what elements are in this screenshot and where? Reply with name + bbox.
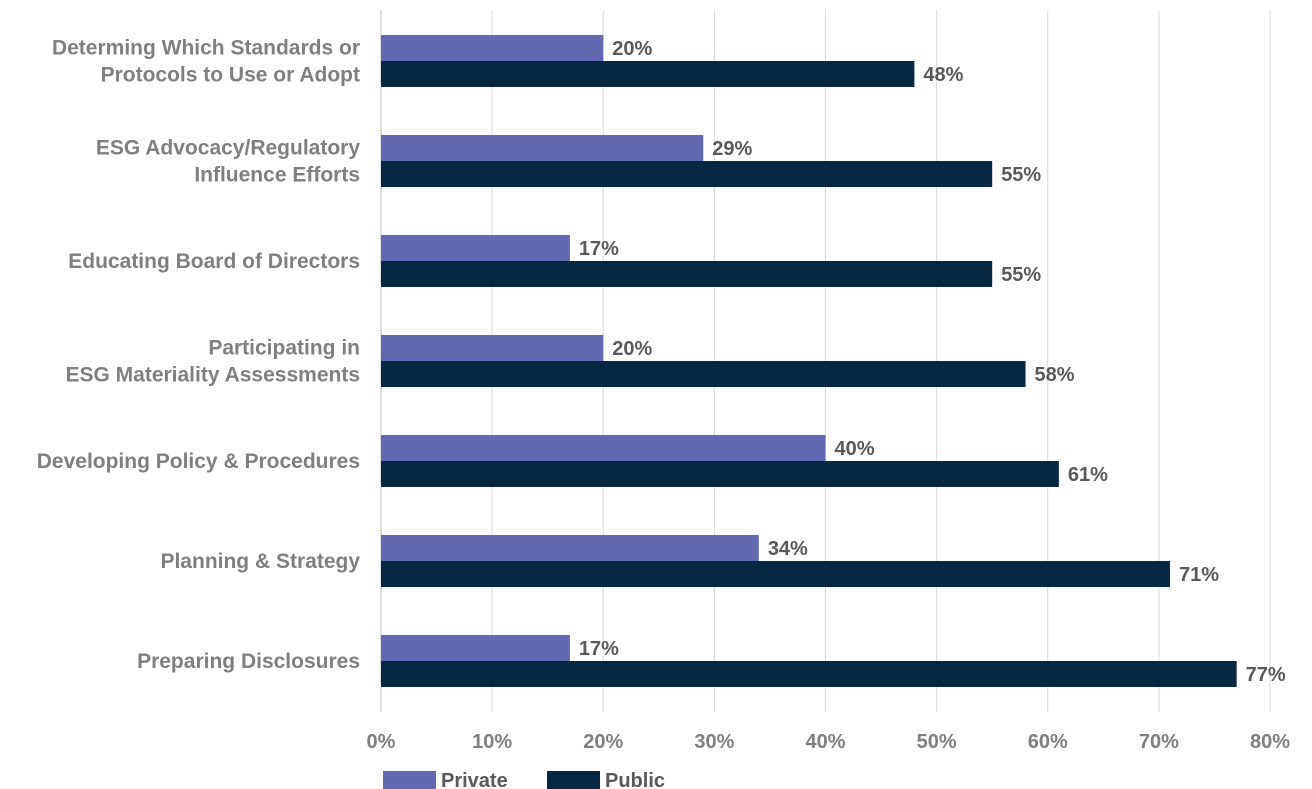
category-label: ESG Materiality Assessments (65, 364, 360, 387)
bar-private (381, 235, 570, 261)
category-label: Influence Efforts (194, 164, 360, 187)
bar-private (381, 635, 570, 661)
data-label-private: 40% (835, 438, 875, 460)
bar-private (381, 135, 704, 161)
data-label-private: 17% (579, 238, 619, 260)
bar-public (381, 461, 1059, 487)
bar-public (381, 561, 1170, 587)
x-tick-label: 0% (367, 731, 396, 753)
x-tick-label: 10% (472, 731, 512, 753)
data-label-private: 34% (768, 538, 808, 560)
category-label: Educating Board of Directors (68, 250, 360, 273)
category-label: Preparing Disclosures (137, 650, 360, 673)
data-label-public: 55% (1001, 264, 1041, 286)
data-label-public: 71% (1179, 564, 1219, 586)
bars (381, 35, 1237, 687)
data-label-public: 55% (1001, 164, 1041, 186)
bar-private (381, 435, 826, 461)
bar-public (381, 661, 1237, 687)
data-labels: 20% 48% 29% 55% 17% 55% 20% 58% 40% 61% 34% 71% 17% 7… (579, 38, 1286, 686)
data-label-private: 29% (712, 138, 752, 160)
bar-private (381, 535, 759, 561)
bar-private (381, 35, 604, 61)
category-label: Protocols to Use or Adopt (101, 64, 360, 87)
bar-public (381, 61, 915, 87)
data-label-private: 20% (612, 338, 652, 360)
legend-label-private: Private (441, 770, 508, 789)
x-tick-label: 70% (1139, 731, 1179, 753)
bar-public (381, 161, 993, 187)
category-label: Participating in (208, 337, 360, 360)
data-label-private: 20% (612, 38, 652, 60)
data-label-public: 58% (1035, 364, 1075, 386)
bar-private (381, 335, 604, 361)
legend-swatch-private (383, 771, 436, 789)
x-tick-label: 20% (583, 731, 623, 753)
legend-swatch-public (547, 771, 600, 789)
bar-public (381, 361, 1026, 387)
data-label-private: 17% (579, 638, 619, 660)
category-labels: Determing Which Standards or Protocols to… (37, 37, 361, 674)
x-tick-label: 50% (917, 731, 957, 753)
data-label-public: 77% (1246, 664, 1286, 686)
data-label-public: 61% (1068, 464, 1108, 486)
legend: Private Public (383, 770, 665, 789)
bar-public (381, 261, 993, 287)
x-tick-label: 80% (1250, 731, 1290, 753)
data-label-public: 48% (923, 64, 963, 86)
category-label: ESG Advocacy/Regulatory (96, 137, 360, 160)
x-tick-label: 30% (694, 731, 734, 753)
legend-label-public: Public (605, 770, 665, 789)
category-label: Determing Which Standards or (52, 37, 360, 60)
x-tick-label: 60% (1028, 731, 1068, 753)
category-label: Planning & Strategy (160, 550, 360, 573)
x-axis-tick-labels: 0% 10% 20% 30% 40% 50% 60% 70% 80% (367, 731, 1291, 753)
category-label: Developing Policy & Procedures (37, 450, 360, 473)
x-tick-label: 40% (805, 731, 845, 753)
